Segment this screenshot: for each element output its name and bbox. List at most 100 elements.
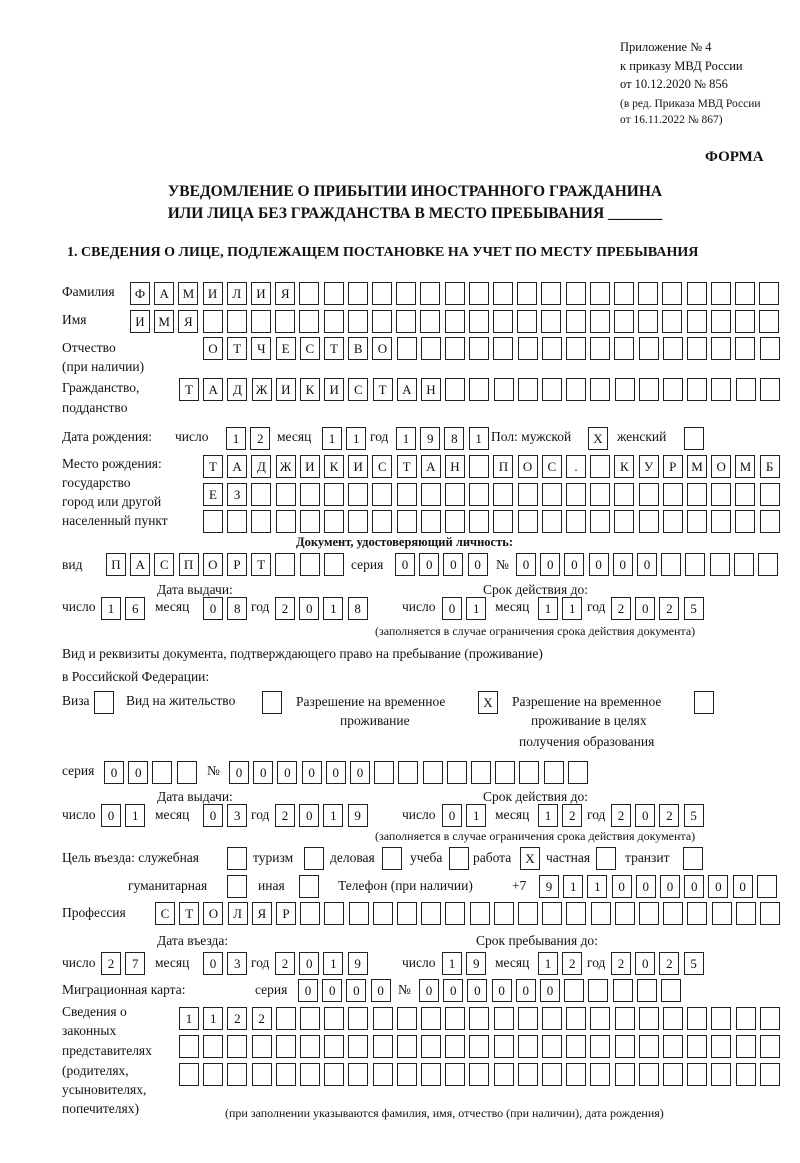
char-cell[interactable] xyxy=(299,553,320,576)
char-cell[interactable] xyxy=(614,282,634,305)
char-cell[interactable] xyxy=(445,1063,466,1086)
char-cell[interactable] xyxy=(735,510,756,533)
char-cell[interactable] xyxy=(565,310,586,333)
char-cell[interactable] xyxy=(348,1063,369,1086)
char-cell[interactable]: А xyxy=(203,378,224,401)
char-cell[interactable]: 5 xyxy=(683,597,704,620)
char-cell[interactable] xyxy=(735,337,756,360)
char-cell[interactable] xyxy=(396,483,417,506)
char-cell[interactable] xyxy=(590,1035,611,1058)
char-cell[interactable] xyxy=(638,1063,659,1086)
char-cell[interactable]: 8 xyxy=(347,597,368,620)
checkbox-cell[interactable]: X xyxy=(478,691,498,714)
char-cell[interactable] xyxy=(735,378,756,401)
char-cell[interactable]: 1 xyxy=(563,875,584,898)
char-cell[interactable] xyxy=(612,979,633,1002)
char-cell[interactable] xyxy=(711,510,732,533)
char-cell[interactable]: 0 xyxy=(370,979,391,1002)
char-cell[interactable]: 9 xyxy=(347,952,368,975)
char-cell[interactable]: 1 xyxy=(101,597,121,620)
char-cell[interactable]: И xyxy=(348,455,369,478)
char-cell[interactable] xyxy=(661,979,681,1002)
char-cell[interactable] xyxy=(735,282,755,305)
char-cell[interactable]: 0 xyxy=(203,952,223,975)
char-cell[interactable] xyxy=(275,553,296,576)
char-cell[interactable] xyxy=(542,902,563,925)
char-cell[interactable] xyxy=(493,510,514,533)
char-cell[interactable]: К xyxy=(614,455,635,478)
char-cell[interactable] xyxy=(324,1063,345,1086)
char-cell[interactable]: Т xyxy=(227,337,248,360)
char-cell[interactable]: 2 xyxy=(659,804,680,827)
char-cell[interactable]: Ж xyxy=(251,378,272,401)
char-cell[interactable]: Я xyxy=(275,282,296,305)
char-cell[interactable] xyxy=(421,1007,441,1030)
char-cell[interactable] xyxy=(541,337,562,360)
char-cell[interactable] xyxy=(324,902,345,925)
char-cell[interactable]: 1 xyxy=(538,804,558,827)
char-cell[interactable] xyxy=(493,282,513,305)
char-cell[interactable] xyxy=(590,455,611,478)
char-cell[interactable] xyxy=(445,337,465,360)
char-cell[interactable] xyxy=(179,1035,199,1058)
char-cell[interactable] xyxy=(300,902,321,925)
char-cell[interactable] xyxy=(468,282,489,305)
char-cell[interactable]: 0 xyxy=(637,553,657,576)
char-cell[interactable] xyxy=(590,1007,611,1030)
char-cell[interactable] xyxy=(324,510,344,533)
checkbox-cell[interactable] xyxy=(262,691,282,714)
char-cell[interactable] xyxy=(614,310,634,333)
char-cell[interactable] xyxy=(300,1035,320,1058)
char-cell[interactable] xyxy=(566,902,587,925)
char-cell[interactable]: 1 xyxy=(466,804,487,827)
char-cell[interactable] xyxy=(733,553,754,576)
char-cell[interactable] xyxy=(372,510,393,533)
char-cell[interactable]: 0 xyxy=(229,761,249,784)
checkbox-cell[interactable] xyxy=(449,847,469,870)
char-cell[interactable] xyxy=(614,378,635,401)
char-cell[interactable]: 0 xyxy=(732,875,753,898)
char-cell[interactable]: Т xyxy=(251,553,272,576)
char-cell[interactable]: 2 xyxy=(101,952,121,975)
char-cell[interactable] xyxy=(493,310,513,333)
char-cell[interactable] xyxy=(735,902,756,925)
char-cell[interactable]: 2 xyxy=(611,597,631,620)
char-cell[interactable] xyxy=(663,1063,683,1086)
char-cell[interactable] xyxy=(372,1063,393,1086)
char-cell[interactable]: К xyxy=(300,378,320,401)
char-cell[interactable] xyxy=(493,1007,514,1030)
char-cell[interactable]: 1 xyxy=(323,952,344,975)
char-cell[interactable] xyxy=(372,282,392,305)
char-cell[interactable] xyxy=(614,1007,635,1030)
char-cell[interactable] xyxy=(469,378,490,401)
char-cell[interactable]: 0 xyxy=(253,761,274,784)
char-cell[interactable] xyxy=(711,337,732,360)
char-cell[interactable]: 0 xyxy=(299,597,320,620)
char-cell[interactable] xyxy=(588,979,609,1002)
char-cell[interactable]: 6 xyxy=(125,597,146,620)
char-cell[interactable] xyxy=(543,761,564,784)
char-cell[interactable] xyxy=(663,378,683,401)
char-cell[interactable] xyxy=(663,1007,683,1030)
char-cell[interactable]: С xyxy=(154,553,175,576)
checkbox-cell[interactable] xyxy=(227,875,247,898)
char-cell[interactable]: 3 xyxy=(227,952,248,975)
char-cell[interactable] xyxy=(324,1035,345,1058)
char-cell[interactable] xyxy=(323,282,344,305)
char-cell[interactable]: 2 xyxy=(251,1007,272,1030)
char-cell[interactable]: 0 xyxy=(443,979,464,1002)
char-cell[interactable] xyxy=(541,282,562,305)
char-cell[interactable] xyxy=(687,902,708,925)
char-cell[interactable]: 0 xyxy=(128,761,149,784)
char-cell[interactable]: И xyxy=(251,282,271,305)
char-cell[interactable]: И xyxy=(130,310,150,333)
char-cell[interactable] xyxy=(710,310,731,333)
char-cell[interactable] xyxy=(396,1063,417,1086)
char-cell[interactable] xyxy=(396,1035,417,1058)
char-cell[interactable]: 2 xyxy=(562,804,583,827)
char-cell[interactable]: 0 xyxy=(612,553,633,576)
char-cell[interactable] xyxy=(202,310,223,333)
char-cell[interactable] xyxy=(566,483,586,506)
char-cell[interactable] xyxy=(711,378,732,401)
char-cell[interactable] xyxy=(638,1007,659,1030)
